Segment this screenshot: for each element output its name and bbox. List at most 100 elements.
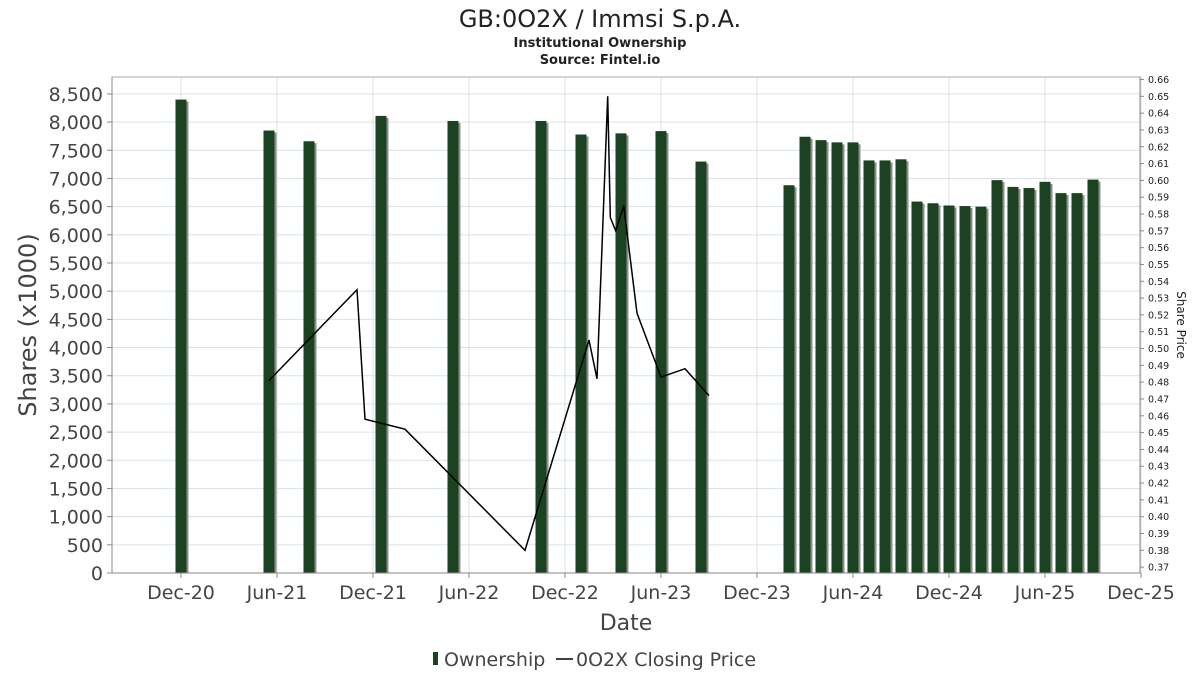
- y2-tick-label: 0.66: [1148, 75, 1169, 86]
- x-tick-label: Dec-22: [531, 582, 599, 604]
- chart-subtitle: Institutional Ownership: [514, 36, 687, 51]
- y2-tick-label: 0.47: [1148, 394, 1169, 405]
- chart-source: Source: Fintel.io: [540, 53, 661, 68]
- x-tick-label: Jun-23: [630, 582, 692, 604]
- y-tick-label: 4,000: [49, 338, 103, 360]
- axes: 0 500 1,000 1,500 2,000 2,500 3,000 3,500 4,000 4…: [49, 75, 1175, 604]
- y2-axis-label: Share Price: [1174, 291, 1188, 359]
- ownership-bar: [375, 115, 387, 574]
- ownership-bar: [927, 203, 939, 573]
- x-tick-label: Dec-24: [915, 582, 983, 604]
- y2-tick-label: 0.60: [1148, 176, 1169, 187]
- y2-tick-label: 0.65: [1148, 92, 1169, 103]
- y2-tick-label: 0.52: [1148, 310, 1169, 321]
- y-tick-label: 3,500: [49, 366, 103, 388]
- ownership-bar: [863, 160, 875, 573]
- y-tick-label: 7,500: [49, 140, 103, 162]
- ownership-bar: [783, 185, 795, 573]
- y-tick-label: 5,000: [49, 281, 103, 303]
- ownership-bar: [799, 136, 811, 573]
- y2-tick-label: 0.53: [1148, 294, 1169, 305]
- legend-ownership-label: Ownership: [444, 649, 545, 671]
- ownership-bar: [815, 140, 827, 574]
- x-tick-label: Jun-24: [822, 582, 884, 604]
- y2-tick-label: 0.57: [1148, 226, 1169, 237]
- ownership-bar: [695, 161, 707, 573]
- y2-tick-label: 0.40: [1148, 512, 1169, 523]
- y-tick-label: 2,000: [49, 450, 103, 472]
- x-axis-label: Date: [600, 611, 653, 636]
- y2-tick-label: 0.56: [1148, 243, 1169, 254]
- ownership-bar: [943, 205, 955, 573]
- ownership-bar: [615, 133, 627, 573]
- y2-tick-label: 0.49: [1148, 361, 1169, 372]
- y2-tick-label: 0.61: [1148, 159, 1169, 170]
- x-tick-label: Dec-23: [723, 582, 791, 604]
- price-line: [268, 96, 710, 552]
- ownership-bar: [263, 130, 275, 573]
- y2-tick-label: 0.51: [1148, 327, 1169, 338]
- y-tick-label: 1,500: [49, 478, 103, 500]
- ownership-bar: [847, 142, 859, 573]
- y2-tick-label: 0.62: [1148, 142, 1169, 153]
- y-axis-label: Shares (x1000): [14, 233, 42, 416]
- ownership-bar: [575, 134, 587, 573]
- y2-tick-label: 0.45: [1148, 428, 1169, 439]
- x-tick-label: Dec-21: [339, 582, 407, 604]
- ownership-bar: [303, 141, 315, 573]
- y-tick-label: 1,000: [49, 507, 103, 529]
- x-tick-label: Dec-25: [1107, 582, 1175, 604]
- y2-tick-label: 0.43: [1148, 462, 1169, 473]
- ownership-bar: [1055, 193, 1067, 574]
- ownership-bar: [975, 206, 987, 574]
- y2-tick-label: 0.50: [1148, 344, 1169, 355]
- y2-tick-label: 0.41: [1148, 495, 1169, 506]
- y2-tick-label: 0.38: [1148, 546, 1169, 557]
- chart-title: GB:0O2X / Immsi S.p.A.: [459, 5, 741, 33]
- price-line-group: [268, 96, 710, 552]
- ownership-bar: [1087, 179, 1099, 573]
- x-tick-label: Jun-21: [246, 582, 308, 604]
- y2-tick-label: 0.55: [1148, 260, 1169, 271]
- y2-tick-label: 0.63: [1148, 125, 1169, 136]
- y-tick-label: 8,000: [49, 112, 103, 134]
- y-tick-label: 6,500: [49, 197, 103, 219]
- y2-tick-label: 0.37: [1148, 563, 1169, 574]
- y2-tick-label: 0.39: [1148, 529, 1169, 540]
- ownership-bar: [1023, 188, 1035, 573]
- ownership-bars: [175, 99, 1101, 574]
- y-tick-label: 500: [67, 535, 103, 557]
- legend-price-label: 0O2X Closing Price: [576, 649, 756, 671]
- y2-tick-label: 0.64: [1148, 109, 1169, 120]
- ownership-bar: [879, 160, 891, 573]
- x-tick-label: Dec-20: [147, 582, 215, 604]
- y-tick-label: 7,000: [49, 168, 103, 190]
- y-tick-label: 8,500: [49, 84, 103, 106]
- ownership-bar: [655, 131, 667, 574]
- ownership-bar: [895, 159, 907, 574]
- y2-tick-label: 0.48: [1148, 378, 1169, 389]
- x-tick-label: Jun-22: [438, 582, 500, 604]
- y-tick-label: 6,000: [49, 225, 103, 247]
- legend: Ownership 0O2X Closing Price: [433, 649, 756, 671]
- x-tick-label: Jun-25: [1014, 582, 1076, 604]
- y2-tick-label: 0.42: [1148, 479, 1169, 490]
- ownership-bar: [959, 206, 971, 573]
- y-tick-label: 4,500: [49, 309, 103, 331]
- ownership-bar: [991, 180, 1003, 574]
- ownership-bar: [447, 120, 459, 574]
- y-tick-label: 5,500: [49, 253, 103, 275]
- y2-tick-label: 0.58: [1148, 210, 1169, 221]
- ownership-bar: [175, 99, 187, 573]
- ownership-bar: [1071, 193, 1083, 574]
- ownership-bar: [535, 120, 547, 574]
- ownership-bar: [1039, 181, 1051, 573]
- y2-tick-label: 0.44: [1148, 445, 1169, 456]
- y-tick-label: 0: [91, 563, 103, 585]
- ownership-bar: [911, 201, 923, 573]
- ownership-bar: [831, 142, 843, 573]
- y2-tick-label: 0.46: [1148, 411, 1169, 422]
- ownership-bar: [1007, 186, 1019, 573]
- y2-tick-label: 0.59: [1148, 193, 1169, 204]
